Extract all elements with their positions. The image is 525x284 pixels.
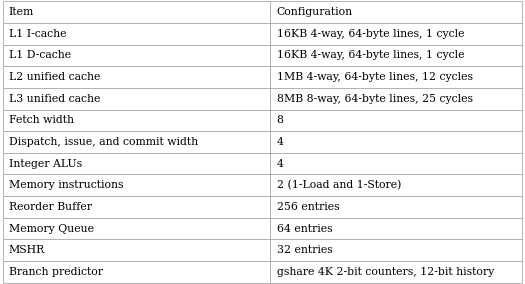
- Text: L2 unified cache: L2 unified cache: [9, 72, 100, 82]
- Text: 64 entries: 64 entries: [277, 224, 332, 233]
- Bar: [3, 218, 270, 239]
- Bar: [3, 45, 270, 66]
- Bar: [270, 196, 522, 218]
- Bar: [3, 131, 270, 153]
- Bar: [270, 1, 522, 23]
- Text: Fetch width: Fetch width: [9, 115, 74, 125]
- Text: 4: 4: [277, 137, 284, 147]
- Bar: [270, 45, 522, 66]
- Bar: [3, 239, 270, 261]
- Bar: [270, 218, 522, 239]
- Bar: [3, 88, 270, 110]
- Bar: [3, 66, 270, 88]
- Bar: [3, 153, 270, 174]
- Text: gshare 4K 2-bit counters, 12-bit history: gshare 4K 2-bit counters, 12-bit history: [277, 267, 494, 277]
- Text: 8MB 8-way, 64-byte lines, 25 cycles: 8MB 8-way, 64-byte lines, 25 cycles: [277, 94, 472, 104]
- Bar: [270, 174, 522, 196]
- Text: Branch predictor: Branch predictor: [9, 267, 103, 277]
- Text: 16KB 4-way, 64-byte lines, 1 cycle: 16KB 4-way, 64-byte lines, 1 cycle: [277, 29, 464, 39]
- Text: Integer ALUs: Integer ALUs: [9, 159, 82, 169]
- Bar: [270, 261, 522, 283]
- Bar: [3, 196, 270, 218]
- Bar: [270, 23, 522, 45]
- Text: Memory Queue: Memory Queue: [9, 224, 94, 233]
- Text: MSHR: MSHR: [9, 245, 45, 255]
- Text: L1 D-cache: L1 D-cache: [9, 51, 71, 60]
- Text: Dispatch, issue, and commit width: Dispatch, issue, and commit width: [9, 137, 198, 147]
- Bar: [270, 66, 522, 88]
- Text: Reorder Buffer: Reorder Buffer: [9, 202, 92, 212]
- Bar: [3, 1, 270, 23]
- Bar: [270, 153, 522, 174]
- Bar: [3, 261, 270, 283]
- Text: L3 unified cache: L3 unified cache: [9, 94, 100, 104]
- Bar: [3, 110, 270, 131]
- Text: Memory instructions: Memory instructions: [9, 180, 123, 190]
- Text: 32 entries: 32 entries: [277, 245, 332, 255]
- Bar: [3, 23, 270, 45]
- Text: L1 I-cache: L1 I-cache: [9, 29, 66, 39]
- Bar: [270, 110, 522, 131]
- Bar: [270, 88, 522, 110]
- Bar: [270, 239, 522, 261]
- Text: 8: 8: [277, 115, 284, 125]
- Text: 256 entries: 256 entries: [277, 202, 339, 212]
- Text: Item: Item: [9, 7, 34, 17]
- Bar: [270, 131, 522, 153]
- Text: Configuration: Configuration: [277, 7, 353, 17]
- Text: 2 (1-Load and 1-Store): 2 (1-Load and 1-Store): [277, 180, 401, 190]
- Text: 16KB 4-way, 64-byte lines, 1 cycle: 16KB 4-way, 64-byte lines, 1 cycle: [277, 51, 464, 60]
- Text: 1MB 4-way, 64-byte lines, 12 cycles: 1MB 4-way, 64-byte lines, 12 cycles: [277, 72, 472, 82]
- Bar: [3, 174, 270, 196]
- Text: 4: 4: [277, 159, 284, 169]
